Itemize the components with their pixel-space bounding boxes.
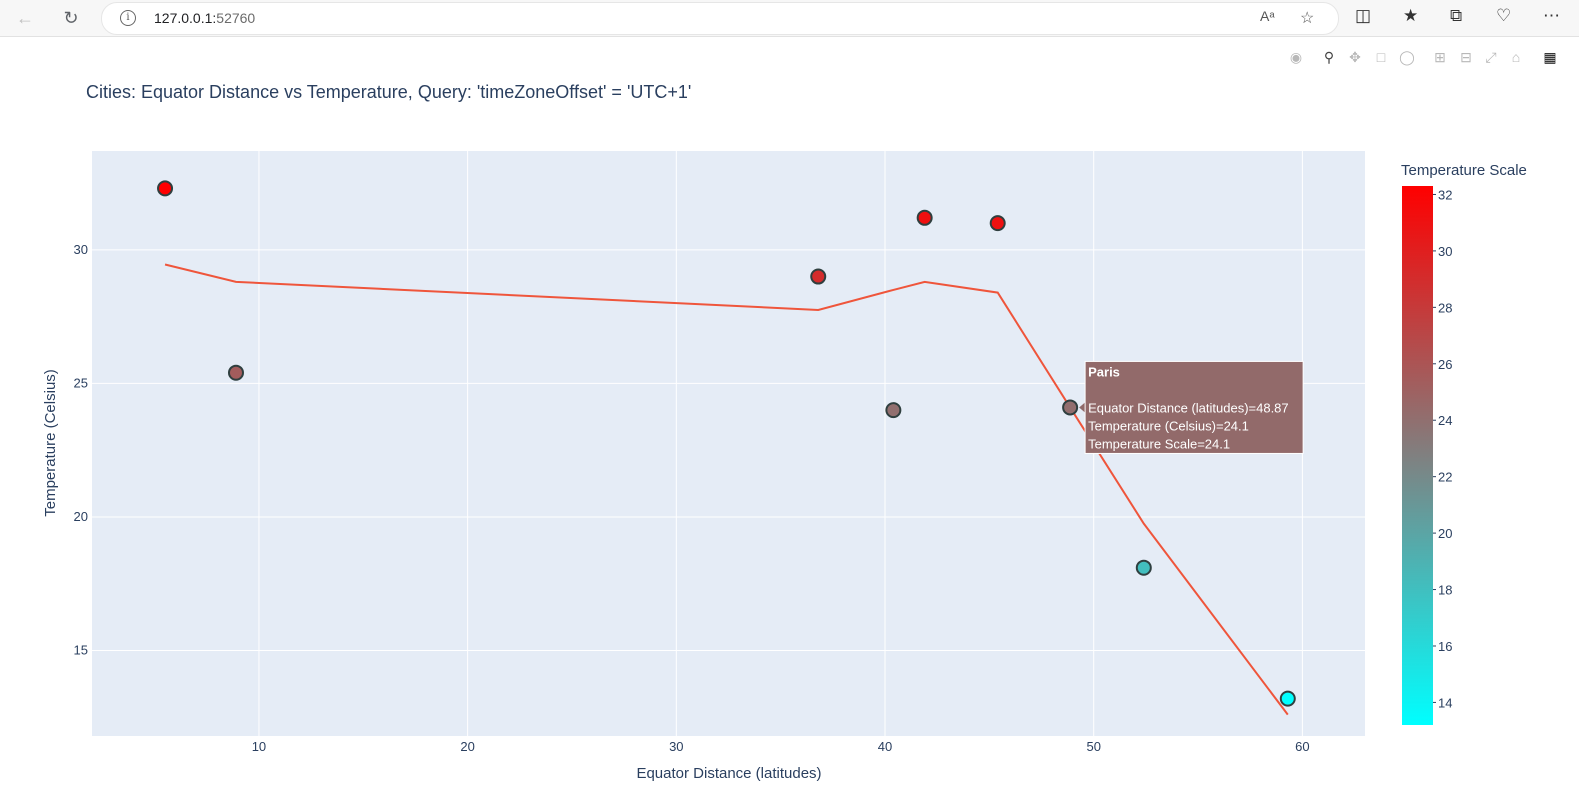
- favorites-icon[interactable]: ★: [1403, 6, 1419, 25]
- zoom-out-icon[interactable]: ⊟: [1460, 49, 1472, 65]
- x-axis-label: Equator Distance (latitudes): [636, 765, 821, 782]
- hover-tooltip: Paris Equator Distance (latitudes)=48.87…: [1079, 360, 1304, 454]
- read-aloud-icon[interactable]: Aᵃ: [1260, 8, 1275, 24]
- colorbar-gradient: [1402, 186, 1433, 725]
- lasso-select-icon[interactable]: ◯: [1399, 49, 1415, 65]
- reset-axes-icon[interactable]: ⌂: [1511, 49, 1521, 65]
- city-data-point[interactable]: [1062, 399, 1079, 416]
- browser-essentials-icon[interactable]: ♡: [1496, 6, 1512, 25]
- city-data-point[interactable]: [885, 402, 902, 419]
- plotly-logo-icon[interactable]: ▦: [1543, 49, 1557, 65]
- colorbar-tick-label: 18: [1438, 583, 1452, 598]
- colorbar-tick-label: 14: [1438, 695, 1452, 710]
- y-tick-label: 15: [74, 643, 88, 658]
- colorbar-title: Temperature Scale: [1401, 162, 1527, 179]
- x-tick-label: 20: [460, 739, 474, 754]
- collections-icon[interactable]: ⧉: [1450, 6, 1463, 25]
- city-data-point[interactable]: [1135, 559, 1152, 576]
- colorbar-tick-label: 24: [1438, 413, 1452, 428]
- zoom-icon[interactable]: ⚲: [1323, 49, 1335, 65]
- browser-toolbar: ← ↻ i 127.0.0.1:52760 Aᵃ ☆ ◫ ★ ⧉ ♡ ⋯: [0, 0, 1579, 37]
- colorbar-tick-label: 32: [1438, 187, 1452, 202]
- x-tick-label: 40: [878, 739, 892, 754]
- x-tick-label: 10: [252, 739, 266, 754]
- reload-icon[interactable]: ↻: [63, 8, 79, 28]
- x-tick-label: 30: [669, 739, 683, 754]
- colorbar-tick-label: 26: [1438, 357, 1452, 372]
- city-data-point[interactable]: [916, 209, 933, 226]
- y-tick-label: 20: [74, 509, 88, 524]
- more-options-icon[interactable]: ⋯: [1543, 6, 1560, 25]
- colorbar-tick-label: 20: [1438, 526, 1452, 541]
- url-text: 127.0.0.1:52760: [154, 10, 256, 26]
- split-screen-icon[interactable]: ◫: [1355, 6, 1372, 25]
- x-tick-label: 50: [1086, 739, 1100, 754]
- x-tick-label: 60: [1295, 739, 1309, 754]
- zoom-in-icon[interactable]: ⊞: [1434, 49, 1446, 65]
- hover-city-name: Paris: [1088, 364, 1120, 379]
- info-icon[interactable]: i: [120, 10, 136, 26]
- hover-line-scale: Temperature Scale=24.1: [1088, 436, 1230, 451]
- hover-pointer: [1079, 401, 1087, 414]
- favorite-star-icon[interactable]: ☆: [1300, 10, 1315, 27]
- hover-line-temperature: Temperature (Celsius)=24.1: [1088, 418, 1249, 433]
- y-tick-label: 30: [74, 242, 88, 257]
- hover-line-distance: Equator Distance (latitudes)=48.87: [1088, 400, 1289, 415]
- colorbar-tick-label: 22: [1438, 470, 1452, 485]
- chart-title: Cities: Equator Distance vs Temperature,…: [86, 82, 691, 102]
- colorbar-tick-label: 16: [1438, 639, 1452, 654]
- address-bar[interactable]: i 127.0.0.1:52760 Aᵃ ☆: [101, 2, 1339, 35]
- trend-line: [164, 263, 1289, 716]
- autoscale-icon[interactable]: ⤢: [1485, 49, 1497, 65]
- colorbar-tick-label: 30: [1438, 244, 1452, 259]
- back-icon[interactable]: ←: [16, 8, 34, 28]
- camera-icon[interactable]: ◉: [1289, 49, 1303, 65]
- y-axis-label: Temperature (Celsius): [42, 369, 59, 517]
- hover-box: [1084, 360, 1304, 454]
- city-data-point[interactable]: [227, 364, 244, 381]
- pan-icon[interactable]: ✥: [1349, 49, 1361, 65]
- y-tick-label: 25: [74, 375, 88, 390]
- city-data-point[interactable]: [810, 268, 827, 285]
- city-data-point[interactable]: [989, 215, 1006, 232]
- box-select-icon[interactable]: □: [1376, 49, 1386, 65]
- colorbar-tick-label: 28: [1438, 300, 1452, 315]
- city-data-point[interactable]: [1279, 690, 1296, 707]
- city-data-point[interactable]: [157, 180, 174, 197]
